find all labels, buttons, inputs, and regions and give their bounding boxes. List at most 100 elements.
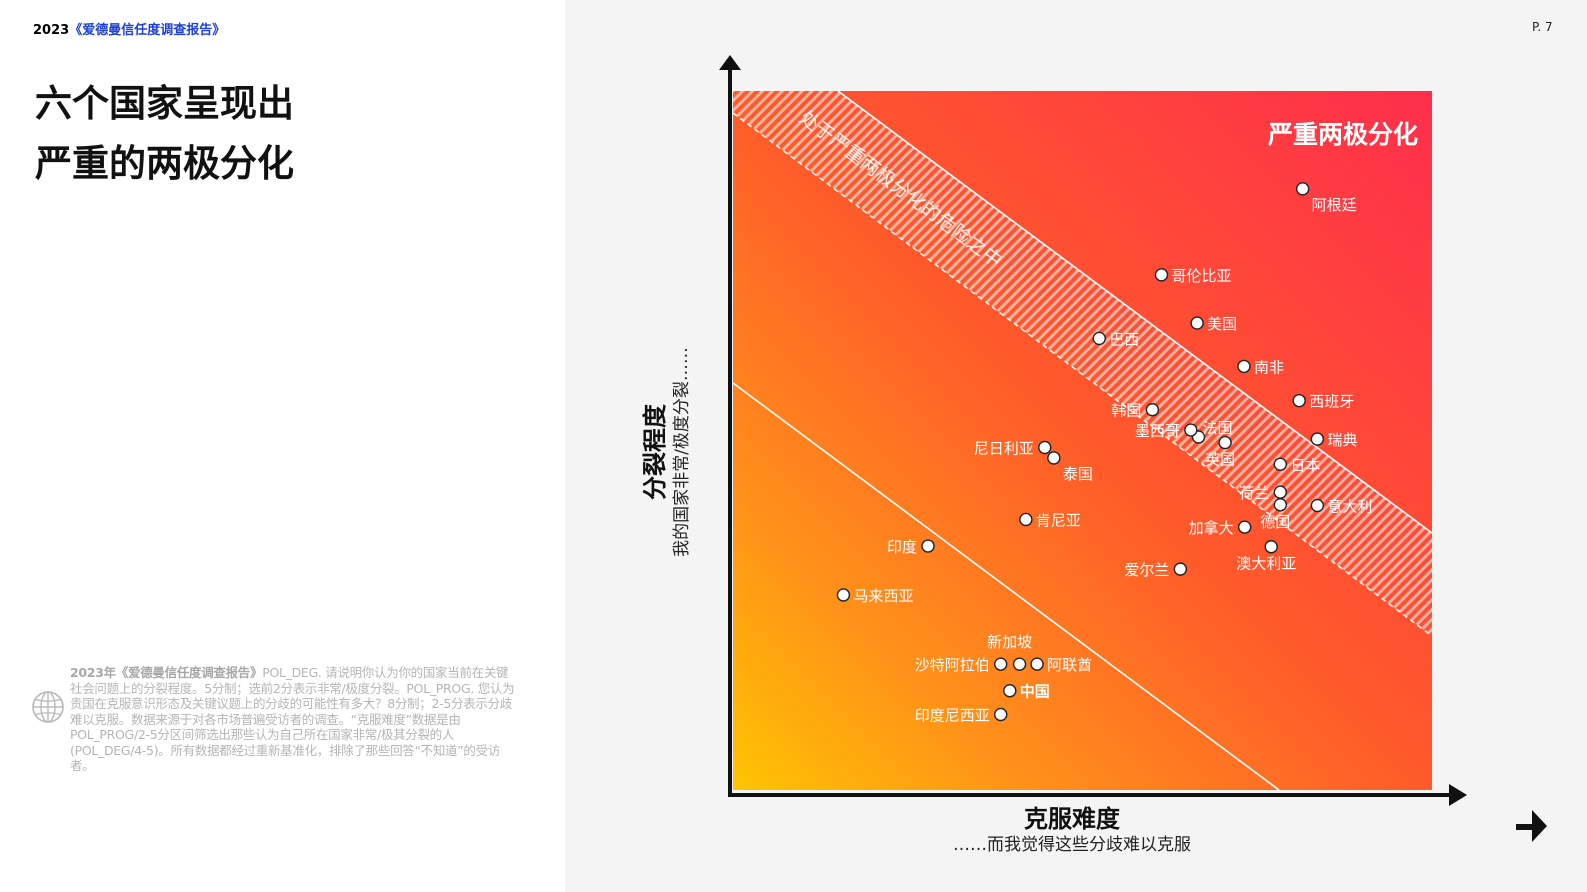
point-label: 南非 [1254, 358, 1284, 376]
point-label: 美国 [1207, 315, 1237, 333]
point-marker [1190, 316, 1204, 330]
point-label: 新加坡 [987, 633, 1032, 651]
footnote: 2023年《爱德曼信任度调查报告》POL_DEG. 请说明你认为你的国家当前在关… [70, 665, 520, 774]
point-label: 印度 [887, 538, 917, 556]
point-label: 日本 [1290, 456, 1320, 474]
point-label: 瑞典 [1327, 431, 1357, 449]
point-label: 尼日利亚 [974, 439, 1034, 457]
page-headline: 六个国家呈现出 严重的两极分化 [35, 74, 294, 194]
y-axis-arrow-icon [719, 55, 741, 70]
point-label: 爱尔兰 [1124, 561, 1169, 579]
x-axis-title: 克服难度 [1024, 805, 1120, 833]
point-label: 墨西哥 [1135, 422, 1180, 440]
data-point: 瑞典 [1310, 431, 1357, 449]
zone-boundary-severe [837, 91, 1432, 534]
point-label: 中国 [1020, 683, 1050, 701]
page-number: P. 7 [1532, 20, 1553, 34]
data-point: 澳大利亚 [1236, 540, 1296, 573]
point-marker [1310, 498, 1325, 513]
point-marker [994, 707, 1008, 722]
data-point: 西班牙 [1292, 393, 1354, 411]
point-marker [1184, 423, 1198, 437]
headline-line-1: 六个国家呈现出 [35, 82, 294, 125]
point-label: 印度尼西亚 [915, 707, 990, 725]
point-label: 意大利 [1327, 498, 1372, 516]
point-marker [1218, 435, 1232, 450]
globe-icon [32, 691, 64, 723]
data-point: 肯尼亚 [1019, 511, 1081, 529]
data-point: 荷兰 [1239, 484, 1288, 502]
data-point: 墨西哥 [1135, 422, 1198, 440]
data-point: 马来西亚 [836, 587, 913, 605]
data-point: 沙特阿拉伯 [915, 656, 1008, 674]
point-label: 德国 [1260, 513, 1290, 531]
point-marker [1237, 520, 1252, 534]
data-point: 英国 [1205, 435, 1235, 469]
footnote-text: POL_DEG. 请说明你认为你的国家当前在关键社会问题上的分裂程度。5分制；选… [70, 665, 515, 773]
corner-arrow-icon [1516, 810, 1547, 842]
data-point: 阿联酋 [1030, 656, 1092, 674]
report-title: 2023《爱德曼信任度调查报告》 [33, 19, 225, 38]
data-point: 中国 [1003, 683, 1050, 701]
point-marker [994, 657, 1008, 671]
data-point: 哥伦比亚 [1154, 267, 1232, 285]
data-point: 韩国 [1111, 402, 1160, 420]
y-axis-title: 分裂程度 [641, 404, 669, 501]
footnote-source: 2023年《爱德曼信任度调查报告》 [70, 665, 263, 680]
y-axis-subtitle: 我的国家非常/极度分裂…… [672, 347, 692, 557]
data-point: 加拿大 [1189, 519, 1252, 537]
point-marker [1292, 393, 1306, 408]
point-marker [921, 539, 935, 553]
point-marker [1047, 451, 1061, 465]
point-label: 肯尼亚 [1036, 511, 1081, 529]
zone-boundary-low [733, 382, 1280, 790]
data-point: 印度尼西亚 [915, 707, 1008, 725]
point-marker [1273, 457, 1288, 471]
data-point: 爱尔兰 [1124, 561, 1188, 579]
point-label: 沙特阿拉伯 [915, 656, 990, 674]
point-marker [1092, 331, 1106, 346]
data-point: 南非 [1237, 358, 1284, 376]
point-marker [1173, 562, 1188, 576]
data-point: 泰国 [1047, 451, 1093, 483]
x-axis-subtitle: ……而我觉得这些分歧难以克服 [953, 835, 1191, 855]
headline-line-2: 严重的两极分化 [35, 142, 294, 185]
x-axis-arrow-icon [1449, 784, 1467, 806]
data-point: 尼日利亚 [974, 439, 1052, 457]
data-point: 日本 [1273, 456, 1320, 474]
point-marker [1019, 512, 1033, 527]
point-marker [1310, 432, 1325, 446]
point-marker [1237, 359, 1251, 374]
point-label: 澳大利亚 [1236, 555, 1296, 573]
point-marker [1145, 403, 1160, 417]
severe-zone-label: 严重两极分化 [1268, 120, 1418, 149]
data-point: 德国 [1260, 498, 1290, 531]
left-panel [0, 0, 565, 892]
point-label: 马来西亚 [853, 587, 913, 605]
data-point: 美国 [1190, 315, 1237, 333]
report-name: 《爱德曼信任度调查报告》 [69, 23, 226, 38]
point-label: 阿联酋 [1047, 656, 1092, 674]
point-marker [1030, 657, 1044, 671]
point-marker [1273, 485, 1288, 499]
point-label: 韩国 [1111, 402, 1141, 420]
report-year: 2023 [33, 23, 70, 38]
point-marker [1003, 684, 1017, 698]
data-point: 印度 [887, 538, 935, 556]
point-marker [1012, 657, 1027, 671]
x-axis-label: 克服难度 ……而我觉得这些分歧难以克服 [953, 804, 1191, 856]
point-marker [1154, 268, 1169, 282]
risk-zone-band [733, 91, 1432, 636]
point-label: 加拿大 [1189, 519, 1234, 537]
data-point: 新加坡 [987, 633, 1032, 671]
data-point: 意大利 [1310, 498, 1372, 516]
point-label: 巴西 [1109, 330, 1139, 348]
point-label: 英国 [1205, 451, 1235, 469]
point-label: 阿根廷 [1312, 196, 1357, 214]
point-marker [1038, 440, 1052, 455]
point-label: 哥伦比亚 [1171, 267, 1231, 285]
data-point: 阿根廷 [1295, 182, 1357, 214]
point-marker [1264, 540, 1278, 554]
